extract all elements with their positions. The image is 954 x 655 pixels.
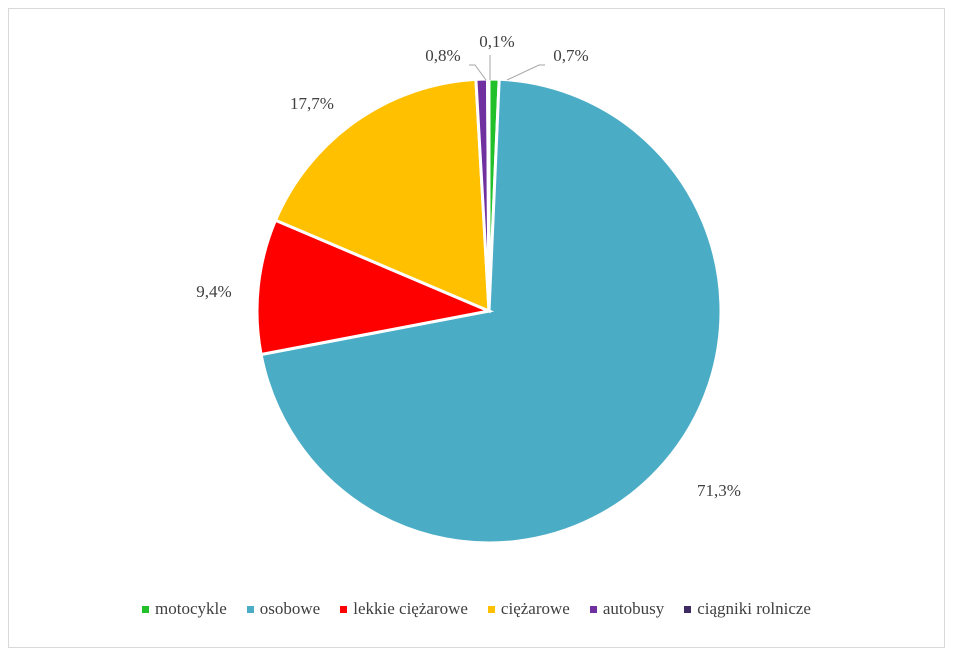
legend-label: osobowe <box>259 599 321 618</box>
legend-swatch <box>684 605 692 613</box>
data-label: 0,8% <box>425 46 460 65</box>
leader-line <box>469 64 487 81</box>
leader-line <box>506 64 545 81</box>
legend-item: ciągniki rolnicze <box>684 599 811 619</box>
data-label: 0,1% <box>479 32 514 51</box>
legend-label: ciągniki rolnicze <box>697 599 811 618</box>
legend-label: motocykle <box>155 599 227 618</box>
legend-item: autobusy <box>589 599 665 619</box>
legend-swatch <box>142 605 150 613</box>
data-label: 0,7% <box>553 46 588 65</box>
legend: motocykle osobowe lekkie ciężarowe ciężarow… <box>9 599 944 619</box>
legend-item: motocykle <box>142 599 227 619</box>
legend-label: ciężarowe <box>500 599 570 618</box>
legend-swatch <box>246 605 254 613</box>
pie-slice-ciągniki-rolnicze <box>486 77 491 312</box>
data-label: 71,3% <box>697 481 741 500</box>
pie-slice-ciężarowe <box>273 77 491 314</box>
legend-item: ciężarowe <box>487 599 570 619</box>
legend-swatch <box>589 605 597 613</box>
legend-swatch <box>487 605 495 613</box>
legend-label: autobusy <box>602 599 665 618</box>
legend-swatch <box>340 605 348 613</box>
data-label: 9,4% <box>196 282 231 301</box>
legend-item: lekkie ciężarowe <box>340 599 468 619</box>
pie-slice-lekkie-ciężarowe <box>255 218 495 357</box>
data-label: 17,7% <box>290 94 334 113</box>
legend-label: lekkie ciężarowe <box>353 599 468 618</box>
legend-item: osobowe <box>246 599 321 619</box>
pie-chart: 0,7% 71,3% 9,4% 17,7% 0,8% 0,1% <box>196 32 741 545</box>
chart-frame: 0,7% 71,3% 9,4% 17,7% 0,8% 0,1% motocykle osob… <box>8 8 945 648</box>
